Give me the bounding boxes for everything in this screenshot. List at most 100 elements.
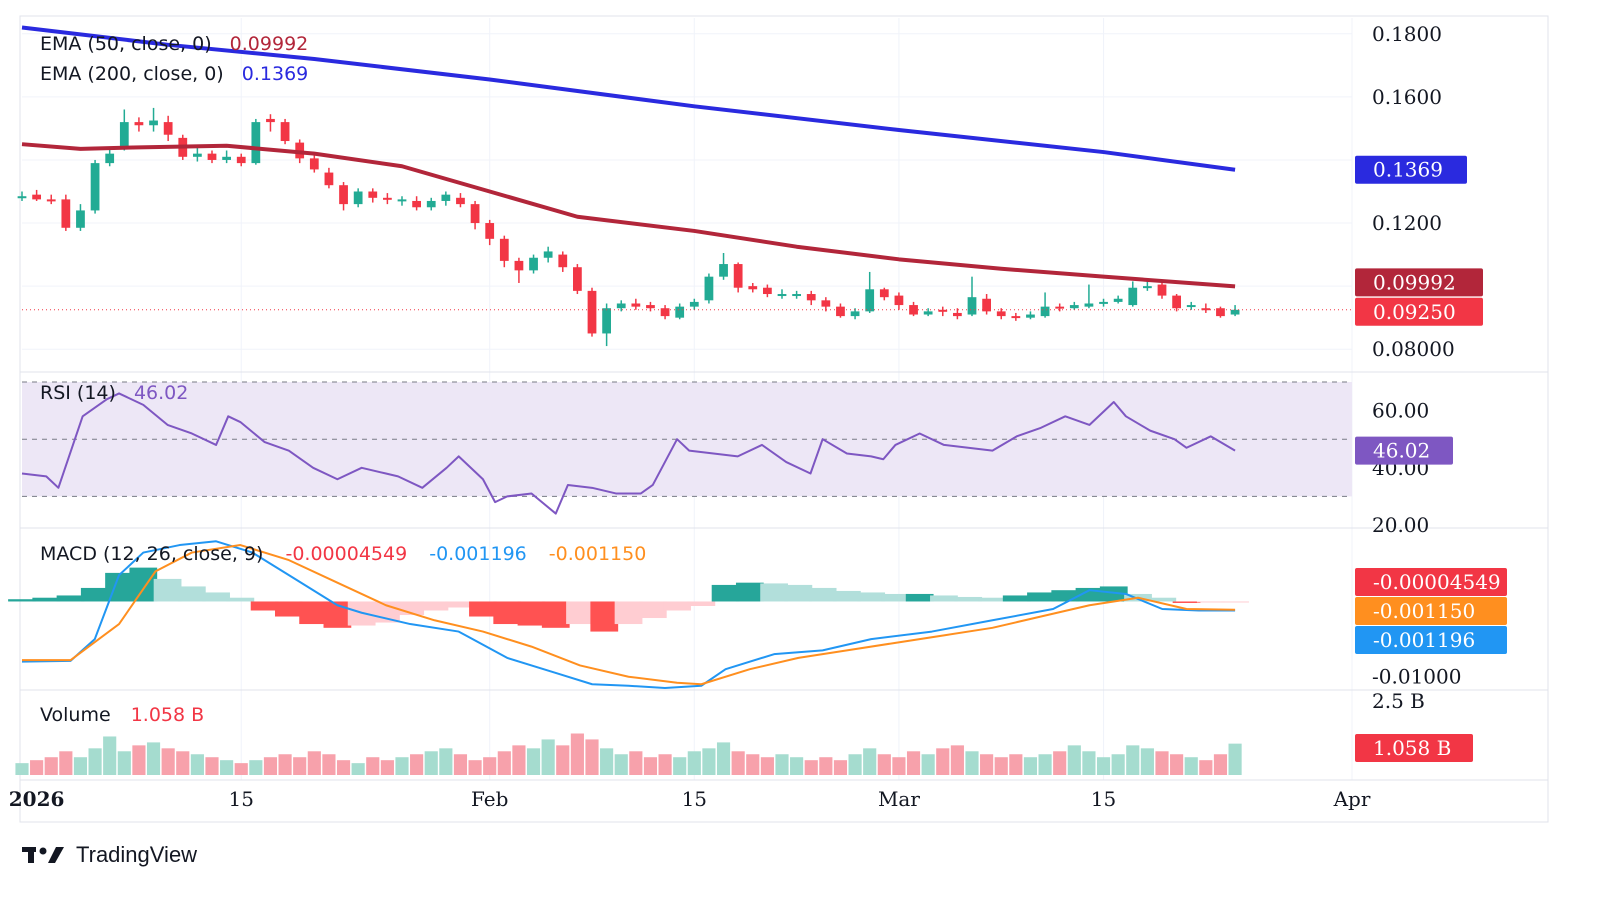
volume-bar	[453, 754, 468, 775]
candle-body	[441, 194, 451, 201]
volume-bar	[322, 754, 336, 775]
volume-bar	[906, 751, 921, 775]
volume-bar	[892, 757, 906, 775]
time-tick-label: 15	[682, 787, 707, 811]
volume-bar	[614, 754, 628, 775]
price-tick-label: 0.1600	[1372, 85, 1442, 109]
macd-histogram-bar	[857, 592, 886, 602]
macd-histogram-bar	[1196, 601, 1225, 603]
volume-bar	[833, 760, 848, 775]
volume-bar	[746, 754, 760, 775]
candle-body	[821, 300, 831, 307]
candle-body	[499, 238, 509, 261]
macd-histogram-bar	[687, 601, 716, 606]
candle-body	[689, 301, 699, 307]
macd-histogram-bar	[274, 601, 303, 617]
volume-bar	[1111, 754, 1125, 775]
ema50-price-pill-text: 0.09992	[1373, 270, 1456, 294]
tradingview-brand[interactable]: TradingView	[22, 840, 197, 870]
macd-histogram-bar	[954, 596, 983, 602]
volume-bar	[468, 760, 482, 775]
time-tick-label: Mar	[878, 787, 920, 811]
volume-bar	[1170, 754, 1184, 775]
candle-body	[1055, 306, 1065, 309]
volume-bar	[965, 751, 979, 775]
candle-body	[631, 303, 641, 307]
time-tick-label: Apr	[1333, 787, 1371, 811]
chart-frame	[19, 15, 1549, 823]
candle-body	[529, 257, 538, 271]
rsi-value-pill-bg	[1355, 436, 1453, 465]
candle-body	[309, 158, 319, 170]
macd-histogram-bar	[590, 601, 619, 632]
candle-body	[1026, 314, 1035, 318]
ema200-line	[21, 25, 1236, 172]
candle-body	[763, 287, 772, 295]
volume-bar	[351, 763, 365, 775]
rsi-tick-label: 60.00	[1372, 399, 1429, 423]
macd-hist-pill-bg	[1355, 568, 1507, 596]
ema50-value: 0.09992	[230, 33, 309, 55]
volume-bar	[366, 757, 380, 775]
candle-body	[105, 153, 115, 164]
macd-line-pill: -0.001196	[1355, 626, 1507, 654]
volume-bar	[673, 757, 687, 775]
macd-histogram-bar	[614, 601, 643, 625]
ema50-line	[21, 142, 1236, 289]
volume-bar	[760, 757, 774, 775]
candle-body	[17, 196, 27, 199]
volume-bar	[1053, 751, 1067, 775]
volume-bar	[15, 763, 29, 775]
macd-histogram-bar	[541, 601, 570, 628]
macd-pane[interactable]	[8, 540, 1249, 689]
macd-histogram-bar	[517, 601, 546, 626]
price-axis[interactable]: 0.18000.16000.12000.0800060.0040.0020.00…	[1355, 22, 1507, 762]
volume-bar	[88, 748, 102, 775]
last-price-pill: 0.09250	[1355, 297, 1483, 326]
volume-bar	[30, 760, 44, 775]
volume-bar	[263, 757, 278, 775]
volume-bar	[278, 754, 292, 775]
candle-body	[1143, 286, 1152, 289]
volume-bar	[1199, 760, 1213, 775]
volume-bar	[658, 754, 672, 775]
candle-body	[134, 122, 144, 126]
candle-body	[236, 156, 246, 164]
candle-body	[61, 199, 71, 228]
macd-histogram-bar	[129, 567, 158, 602]
macd-histogram-bar	[735, 582, 764, 602]
volume-bar	[1067, 745, 1081, 775]
candle-body	[850, 311, 860, 317]
volume-bar	[775, 754, 789, 775]
volume-bar	[439, 748, 453, 775]
volume-bar	[936, 748, 950, 775]
candle-body	[1128, 287, 1138, 306]
macd-histogram-bar	[930, 595, 958, 602]
macd-histogram-bar	[250, 601, 279, 611]
time-tick-label: Feb	[471, 787, 508, 811]
volume-pane[interactable]	[15, 733, 1242, 776]
rsi-pane[interactable]	[21, 392, 1236, 515]
candle-body	[967, 297, 977, 315]
volume-bar	[161, 748, 175, 775]
candle-body	[353, 191, 363, 205]
candle-body	[982, 298, 991, 312]
volume-value: 1.058 B	[131, 704, 204, 726]
macd-histogram-bar	[299, 601, 328, 625]
candle-body	[748, 286, 758, 290]
price-pane[interactable]	[17, 25, 1352, 347]
rsi-tick-label: 20.00	[1372, 513, 1429, 537]
time-axis[interactable]: 2026 15 Feb 15 Mar 15 Apr	[9, 787, 1371, 811]
macd-signal-pill-text: -0.001150	[1373, 599, 1475, 623]
rsi-legend: RSI (14) 46.02	[40, 382, 188, 404]
candle-body	[207, 153, 217, 160]
volume-bar	[1213, 754, 1228, 775]
candle-body	[324, 172, 334, 186]
candle-body	[1113, 298, 1123, 302]
macd-line-pill-bg	[1355, 626, 1507, 654]
volume-bar	[410, 754, 424, 775]
candle-body	[938, 309, 948, 312]
volume-bar	[234, 763, 248, 775]
rsi-label: RSI (14)	[40, 382, 116, 404]
